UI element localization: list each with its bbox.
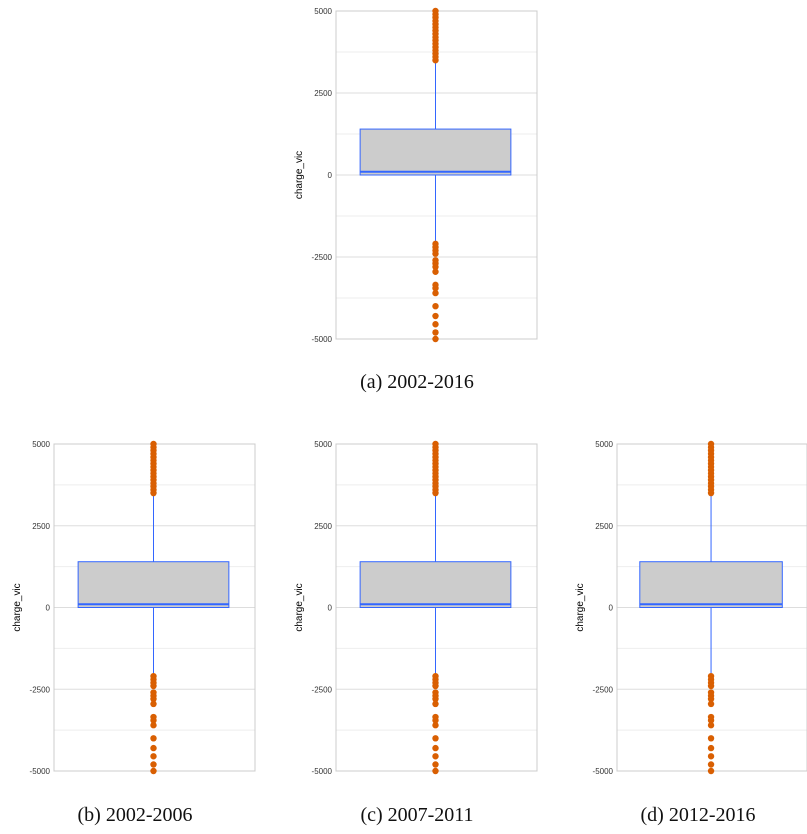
outlier-point: [707, 695, 715, 703]
caption-a: (a) 2002-2016: [360, 371, 474, 393]
boxplot-panel-d: 5000 2500 0 -2500 -5000 charge_vic: [575, 440, 807, 776]
y-tick-label: -2500: [312, 253, 333, 262]
iqr-box: [359, 561, 512, 608]
outlier-point: [707, 744, 715, 752]
outlier-point: [150, 695, 157, 703]
outlier-point: [707, 700, 715, 708]
outlier-point: [707, 717, 715, 724]
outlier-point: [432, 682, 439, 690]
y-axis-label: charge_vic: [294, 583, 305, 631]
outlier-point: [432, 761, 439, 768]
outlier-point: [432, 284, 439, 292]
outlier-point: [707, 753, 715, 760]
outlier-point: [150, 682, 157, 690]
y-axis-label: charge_vic: [575, 583, 586, 631]
y-tick-label: -5000: [593, 767, 614, 776]
outlier-point: [432, 321, 439, 328]
outlier-point: [432, 7, 439, 15]
y-tick-label: 0: [609, 604, 614, 613]
outlier-point: [150, 700, 157, 708]
y-tick-label: 5000: [314, 440, 332, 449]
outlier-point: [432, 735, 439, 742]
iqr-box: [639, 561, 783, 608]
outlier-point: [150, 722, 157, 729]
outlier-point: [432, 312, 439, 320]
y-tick-label: 2500: [32, 522, 50, 531]
outlier-point: [707, 722, 715, 729]
caption-c: (c) 2007-2011: [360, 804, 474, 826]
y-tick-label: 5000: [314, 7, 332, 16]
y-tick-label: 2500: [314, 522, 332, 531]
y-tick-label: -5000: [30, 767, 51, 776]
outlier-point: [150, 717, 157, 724]
outlier-point: [432, 744, 439, 752]
outlier-point: [150, 753, 157, 760]
boxplot-panel-a: 5000 2500 0 -2500 -5000 charge_vic: [294, 7, 538, 344]
y-tick-label: 5000: [32, 440, 50, 449]
outlier-point: [432, 303, 439, 310]
outlier-point: [432, 289, 439, 297]
y-tick-label: -2500: [312, 685, 333, 694]
iqr-box: [359, 128, 512, 176]
outlier-point: [432, 767, 439, 775]
outlier-point: [432, 335, 439, 343]
outlier-point: [432, 700, 439, 708]
outlier-point: [150, 440, 157, 448]
outlier-point: [432, 329, 439, 336]
y-tick-label: 0: [328, 171, 333, 180]
outlier-point: [432, 250, 439, 257]
boxplot-panel-b: 5000 2500 0 -2500 -5000 charge_vic: [12, 440, 256, 776]
outlier-point: [707, 440, 715, 448]
outlier-point: [432, 717, 439, 724]
outlier-point: [432, 695, 439, 703]
caption-d: (d) 2012-2016: [640, 804, 756, 826]
y-axis-label: charge_vic: [12, 583, 23, 631]
outlier-point: [707, 767, 715, 775]
y-axis-label: charge_vic: [294, 151, 305, 199]
outlier-point: [150, 767, 157, 775]
y-tick-label: 2500: [595, 522, 613, 531]
outlier-point: [150, 744, 157, 752]
outlier-point: [707, 735, 715, 742]
boxplot-panel-c: 5000 2500 0 -2500 -5000 charge_vic: [294, 440, 538, 776]
y-tick-label: 5000: [595, 440, 613, 449]
y-tick-label: -2500: [593, 685, 614, 694]
outlier-point: [150, 761, 157, 768]
outlier-point: [432, 440, 439, 448]
outlier-point: [432, 753, 439, 760]
outlier-point: [150, 735, 157, 742]
y-tick-label: -5000: [312, 335, 333, 344]
caption-b: (b) 2002-2006: [77, 804, 193, 826]
outlier-point: [432, 722, 439, 729]
y-tick-label: 0: [46, 604, 51, 613]
y-tick-label: 0: [328, 604, 333, 613]
outlier-point: [432, 263, 439, 271]
outlier-point: [707, 682, 715, 690]
outlier-point: [432, 268, 439, 275]
y-tick-label: -2500: [30, 685, 51, 694]
outlier-point: [707, 761, 715, 768]
y-tick-label: -5000: [312, 767, 333, 776]
iqr-box: [77, 561, 230, 608]
y-tick-label: 2500: [314, 89, 332, 98]
